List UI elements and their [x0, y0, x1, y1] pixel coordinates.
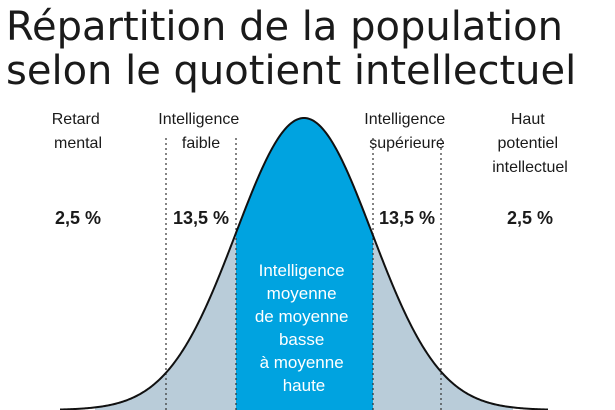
title-line-2: selon le quotient intellectuel [6, 48, 576, 94]
category-label-haut-potentiel: Haut potentiel intellectuel [492, 111, 568, 176]
category-label-intelligence-faible: Intelligence faible [158, 111, 243, 152]
category-label-retard-mental: Retard mental [52, 111, 104, 152]
percent-haut-potentiel: 2,5 % [507, 208, 553, 228]
bell-curve [59, 116, 549, 410]
percent-retard-mental: 2,5 % [55, 208, 101, 228]
category-label-intelligence-moyenne: Intelligence moyenne de moyenne basse à … [255, 261, 353, 395]
percent-intelligence-superieure: 13,5 % [379, 208, 435, 228]
percent-intelligence-faible: 13,5 % [173, 208, 229, 228]
center-region-fill [236, 118, 373, 410]
title-line-1: Répartition de la population [6, 4, 563, 50]
category-label-intelligence-superieure: Intelligence supérieure [364, 111, 449, 152]
